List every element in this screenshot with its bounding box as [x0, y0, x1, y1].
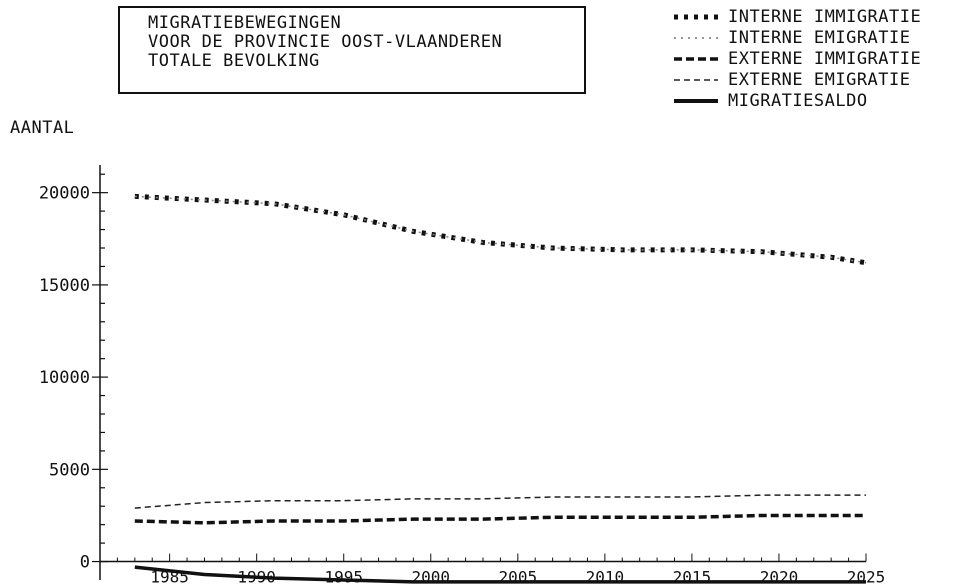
x-tick-label: 2025: [847, 568, 886, 587]
legend-entry: MIGRATIESALDO: [672, 90, 970, 111]
legend-label: INTERNE IMMIGRATIE: [728, 6, 922, 27]
legend-label: EXTERNE EMIGRATIE: [728, 69, 911, 90]
x-tick-label: 2000: [412, 568, 451, 587]
y-tick-label: 20000: [39, 184, 90, 204]
chart-title-box: MIGRATIEBEWEGINGEN VOOR DE PROVINCIE OOS…: [118, 6, 586, 94]
series-layer: [134, 193, 867, 584]
legend-swatch-externe-emigratie: [674, 78, 718, 81]
legend-swatch-externe-immigratie: [674, 56, 718, 61]
legend-label: MIGRATIESALDO: [728, 90, 868, 111]
x-tick-label: 1995: [324, 568, 363, 587]
y-tick-label: 10000: [39, 368, 90, 388]
y-tick-label: 5000: [49, 460, 90, 480]
legend-swatch-interne-immigratie: [674, 14, 718, 19]
title-line-2: VOOR DE PROVINCIE OOST-VLAANDEREN: [148, 32, 503, 52]
series-line-migratiesaldo: [134, 565, 866, 584]
legend-swatch-migratiesaldo: [674, 98, 718, 103]
series-line-interne-immigratie: [134, 193, 867, 266]
y-axis-label: AANTAL: [10, 118, 75, 138]
legend-entry: INTERNE IMMIGRATIE: [672, 6, 970, 27]
x-tick-label: 2005: [499, 568, 538, 587]
legend-entry: EXTERNE IMMIGRATIE: [672, 48, 970, 69]
series-line-externe-emigratie: [134, 494, 866, 509]
chart-legend: INTERNE IMMIGRATIE INTERNE EMIGRATIE EXT…: [672, 6, 970, 111]
series-line-interne-emigratie: [134, 195, 867, 264]
legend-label: INTERNE EMIGRATIE: [728, 27, 911, 48]
y-tick-label: 0: [80, 553, 90, 573]
legend-swatch-interne-emigratie: [674, 36, 718, 39]
x-tick-label: 2015: [673, 568, 712, 587]
x-tick-label: 2010: [586, 568, 625, 587]
title-line-3: TOTALE BEVOLKING: [148, 51, 320, 71]
y-tick-label: 15000: [39, 276, 90, 296]
x-tick-label: 2020: [760, 568, 799, 587]
legend-label: EXTERNE IMMIGRATIE: [728, 48, 922, 69]
legend-entry: INTERNE EMIGRATIE: [672, 27, 970, 48]
series-line-externe-immigratie: [134, 513, 866, 525]
title-line-1: MIGRATIEBEWEGINGEN: [148, 13, 342, 33]
legend-entry: EXTERNE EMIGRATIE: [672, 69, 970, 90]
